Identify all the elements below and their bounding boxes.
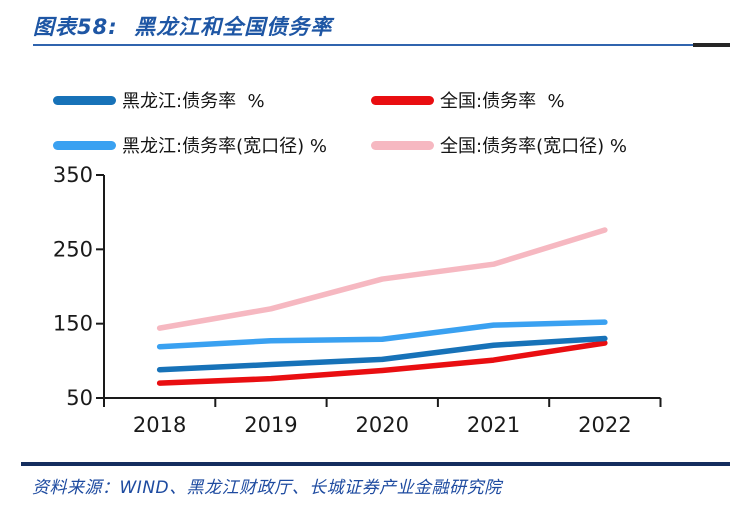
figure-title: 图表58: 黑龙江和全国债务率 [33,15,333,39]
legend-item-heilongjiang-debt-ratio-broad: 黑龙江:债务率(宽口径) % [53,134,327,157]
legend-swatch-dark-blue [53,95,116,105]
y-axis-tick-label: 50 [66,386,93,410]
legend-label: 全国:债务率(宽口径) % [440,136,627,157]
series-line [156,335,608,373]
x-axis-tick-label: 2019 [244,413,297,437]
title-rule [33,43,730,47]
legend-item-national-debt-ratio: 全国:债务率 % [371,89,565,112]
legend-item-national-debt-ratio-broad: 全国:债务率(宽口径) % [371,134,627,157]
legend-label: 全国:债务率 % [440,91,565,112]
footer-rule [21,462,730,466]
y-axis-tick-label: 250 [53,237,93,261]
line-chart: 350 250 150 50 2018 2019 2020 2021 2022 [53,163,662,437]
legend-label: 黑龙江:债务率(宽口径) % [122,136,327,157]
x-axis-tick-label: 2022 [578,413,631,437]
x-axis-tick-label: 2020 [356,413,409,437]
series-line [156,319,608,350]
source-note: 资料来源：WIND、黑龙江财政厅、长城证券产业金融研究院 [32,478,502,498]
axis-frame [103,175,661,399]
legend-item-heilongjiang-debt-ratio: 黑龙江:债务率 % [53,89,265,112]
legend-label: 黑龙江:债务率 % [122,91,265,112]
x-axis-tick-label: 2021 [467,413,520,437]
legend-swatch-red [371,95,434,105]
y-axis-tick-label: 150 [53,312,93,336]
series-line [156,227,608,331]
x-axis-tick-label: 2018 [133,413,186,437]
series-line [156,340,608,386]
legend-swatch-pink [371,140,434,150]
title-rule-end-cap [693,43,730,47]
y-axis-tick-label: 350 [53,163,93,187]
legend-swatch-light-blue [53,140,116,150]
